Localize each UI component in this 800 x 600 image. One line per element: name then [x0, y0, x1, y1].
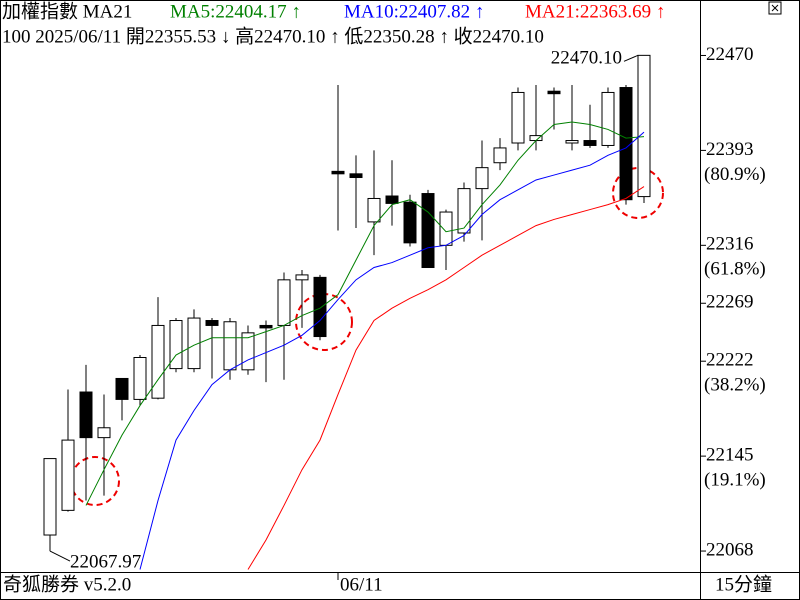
y-tick-label: 22316 [706, 234, 754, 255]
candle-body [205, 320, 219, 326]
candle-body [223, 321, 237, 371]
legend-entry: MA10:22407.82 ↑ [344, 1, 484, 22]
fib-label: (38.2%) [704, 375, 766, 396]
candle-body [349, 173, 363, 179]
candle-body [187, 317, 201, 370]
annotation-leader [623, 54, 639, 62]
chart-title: 加權指數 MA21 [2, 0, 132, 22]
candle-body [259, 324, 273, 329]
period-label: 15分鐘 [715, 573, 772, 595]
high-annotation: 22470.10 [551, 48, 622, 69]
candle-body [115, 377, 129, 400]
candle-body [619, 87, 633, 201]
legend-entry: MA21:22363.69 ↑ [525, 1, 665, 22]
candle-body [439, 211, 453, 246]
x-tick-label: 06/11 [340, 574, 383, 595]
ma-line [247, 186, 645, 570]
candle-body [421, 193, 435, 269]
y-tick-label: 22068 [706, 539, 754, 560]
candle-body [367, 197, 381, 223]
candle-body [295, 274, 309, 281]
candle-body [511, 91, 525, 144]
legend-entry: MA5:22404.17 ↑ [170, 1, 301, 22]
y-tick-label: 22393 [706, 139, 754, 160]
candle-body [475, 167, 489, 190]
candle-body [637, 54, 651, 198]
candle-body [313, 276, 327, 338]
software-label: 奇狐勝券 v5.2.0 [3, 573, 131, 595]
candle-body [277, 279, 291, 326]
highlight-circle [70, 456, 120, 506]
candle-body [547, 90, 561, 95]
low-annotation: 22067.97 [70, 551, 141, 572]
candle-body [403, 201, 417, 244]
candle-body [331, 170, 345, 175]
y-tick-label: 22222 [706, 350, 754, 371]
candle-body [565, 140, 579, 144]
candle-body [79, 391, 93, 439]
fib-label: (61.8%) [704, 259, 766, 280]
candle-body [151, 324, 165, 399]
candle-body [493, 147, 507, 164]
candle-body [97, 427, 111, 439]
y-tick-label: 22145 [706, 444, 754, 465]
candle-body [169, 320, 183, 370]
ma-line [139, 131, 645, 570]
y-tick-label: 22470 [706, 44, 754, 65]
annotation-leader [49, 550, 71, 562]
fib-label: (80.9%) [704, 164, 766, 185]
candle-body [583, 140, 597, 146]
candle-body [457, 188, 471, 234]
window-button-icon [771, 4, 779, 12]
candle-body [61, 439, 75, 511]
fib-label: (19.1%) [704, 469, 766, 490]
candle-body [601, 91, 615, 146]
candle-body [43, 458, 57, 536]
ma-line [85, 121, 645, 506]
y-tick-label: 22269 [706, 292, 754, 313]
candle-body [133, 357, 147, 400]
candle-body [241, 332, 255, 371]
highlight-circle [612, 167, 664, 219]
candle-body [385, 195, 399, 204]
info-line: 100 2025/06/11 開22355.53 ↓ 高22470.10 ↑ 低… [2, 25, 544, 47]
